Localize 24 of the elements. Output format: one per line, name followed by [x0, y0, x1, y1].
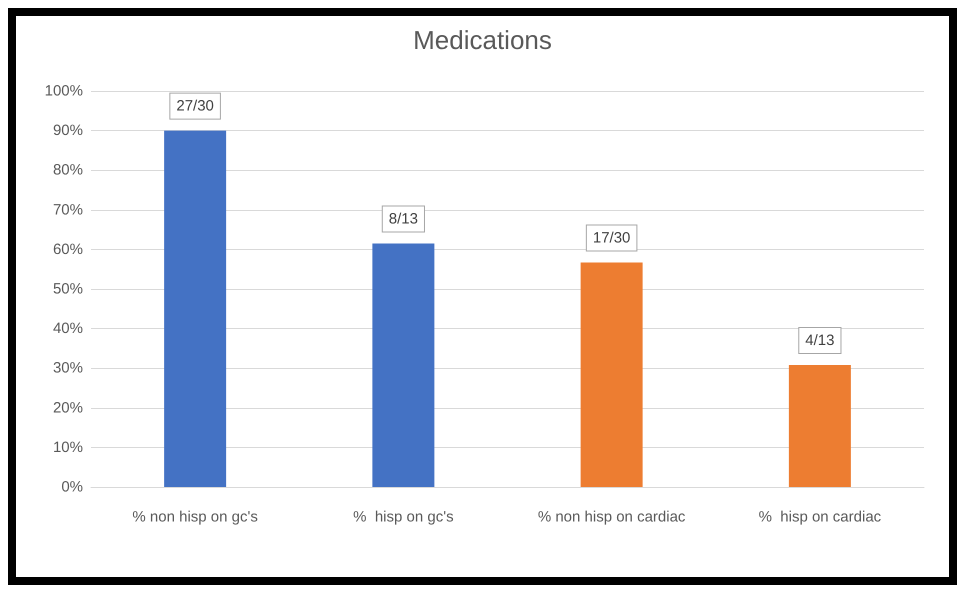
- x-tick-label: % non hisp on cardiac: [538, 508, 686, 526]
- y-tick-label: 40%: [52, 320, 83, 338]
- y-tick-label: 50%: [52, 280, 83, 298]
- chart-title: Medications: [413, 25, 552, 55]
- y-tick-label: 70%: [52, 201, 83, 218]
- y-tick-label: 60%: [52, 240, 83, 258]
- x-tick-label: % non hisp on gc's: [132, 508, 258, 526]
- bar: [788, 365, 851, 487]
- y-tick-label: 100%: [44, 82, 83, 100]
- data-label: 27/30: [176, 98, 214, 115]
- bar: [372, 243, 434, 487]
- y-tick-label: 0%: [61, 478, 83, 496]
- y-tick-label: 10%: [52, 438, 83, 456]
- x-tick-label: % hisp on cardiac: [758, 508, 882, 526]
- y-tick-label: 90%: [52, 122, 83, 140]
- data-label: 17/30: [592, 229, 630, 246]
- y-tick-label: 80%: [52, 162, 83, 179]
- bar: [580, 262, 643, 487]
- y-tick-label: 20%: [52, 399, 83, 416]
- data-label: 4/13: [805, 332, 834, 350]
- y-tick-label: 30%: [52, 360, 83, 377]
- x-tick-label: % hisp on gc's: [353, 508, 454, 526]
- bar: [164, 130, 226, 487]
- data-label: 8/13: [388, 210, 418, 228]
